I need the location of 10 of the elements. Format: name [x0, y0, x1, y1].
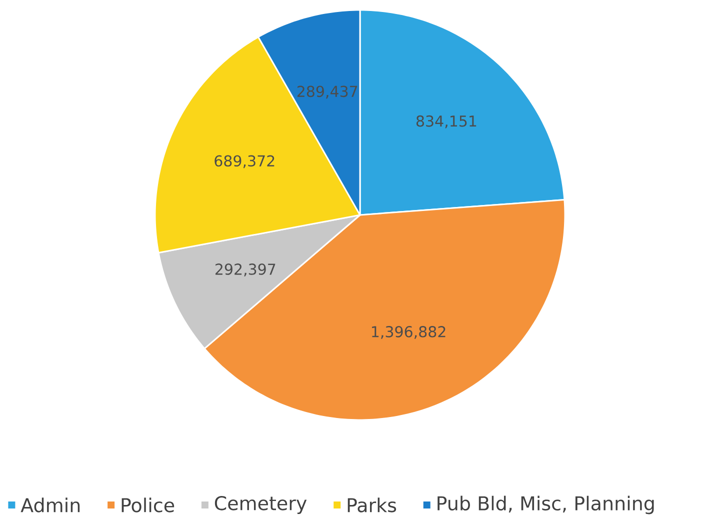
- legend-label: Parks: [348, 498, 396, 512]
- data-label: 689,372: [214, 155, 274, 168]
- legend-label: Admin: [20, 498, 80, 512]
- data-label: 292,397: [216, 264, 276, 276]
- legend-label: Pub Bld, Misc, Planning: [438, 496, 654, 514]
- data-label: 1,396,882: [372, 326, 446, 339]
- legend-label: Cemetery: [214, 496, 307, 514]
- data-label: 289,437: [297, 86, 358, 99]
- legend-label: Police: [122, 498, 174, 512]
- data-label: 834,151: [416, 115, 476, 128]
